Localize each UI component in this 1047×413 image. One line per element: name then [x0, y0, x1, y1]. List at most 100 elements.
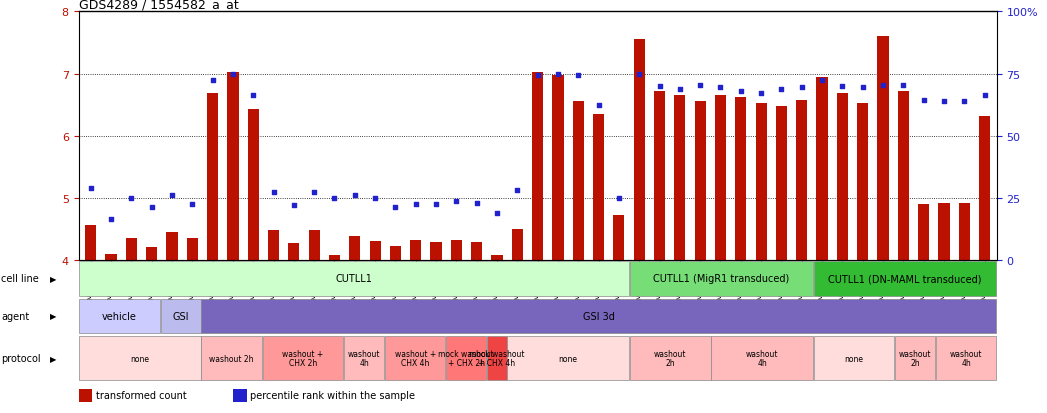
Point [753, 91, 770, 97]
Bar [350, 237, 360, 260]
Text: washout +
CHX 4h: washout + CHX 4h [395, 349, 436, 368]
Text: GSI: GSI [173, 311, 188, 321]
Bar [201, 337, 262, 380]
Bar [837, 94, 848, 260]
Point [773, 87, 789, 93]
Text: ▶: ▶ [50, 274, 57, 283]
Point [366, 195, 383, 202]
Point [874, 82, 891, 89]
Bar [471, 243, 483, 260]
Bar [553, 76, 563, 260]
Text: CUTLL1: CUTLL1 [335, 274, 373, 284]
Bar [79, 262, 629, 296]
Point [529, 72, 545, 79]
Bar [814, 337, 894, 380]
Bar [593, 115, 604, 260]
Bar [512, 229, 522, 260]
Point [245, 93, 262, 100]
Bar [895, 337, 935, 380]
Point [814, 77, 830, 84]
Point [509, 188, 526, 194]
Point [570, 72, 586, 79]
Text: agent: agent [1, 311, 29, 321]
Point [733, 88, 750, 95]
Text: percentile rank within the sample: percentile rank within the sample [250, 390, 416, 401]
Point [692, 82, 709, 89]
Bar [79, 337, 201, 380]
Bar [385, 337, 445, 380]
Bar [630, 262, 812, 296]
Text: washout +
CHX 2h: washout + CHX 2h [283, 349, 324, 368]
Bar [446, 337, 486, 380]
Bar [491, 255, 503, 260]
Bar [207, 94, 218, 260]
Text: vehicle: vehicle [102, 311, 137, 321]
Point [712, 85, 729, 91]
Point [895, 82, 912, 89]
Bar [877, 37, 889, 260]
Text: mock washout
+ CHX 4h: mock washout + CHX 4h [469, 349, 525, 368]
Point [103, 216, 119, 223]
Bar [248, 109, 259, 260]
Point [204, 77, 221, 84]
Bar [268, 230, 280, 260]
Bar [712, 337, 812, 380]
Text: CUTLL1 (DN-MAML transduced): CUTLL1 (DN-MAML transduced) [828, 274, 982, 284]
Text: ▶: ▶ [50, 354, 57, 363]
Text: GSI 3d: GSI 3d [583, 311, 615, 321]
Point [427, 201, 444, 208]
Bar [674, 96, 686, 260]
Bar [897, 92, 909, 260]
Bar [79, 389, 92, 402]
Point [143, 204, 160, 211]
Bar [147, 248, 157, 260]
Text: CUTLL1 (MigR1 transduced): CUTLL1 (MigR1 transduced) [653, 274, 789, 284]
Point [915, 97, 932, 104]
Text: none: none [559, 354, 578, 363]
Point [936, 99, 953, 106]
Bar [776, 107, 787, 260]
Point [163, 192, 180, 199]
Bar [614, 216, 624, 260]
Point [407, 201, 424, 208]
Point [550, 71, 566, 78]
Bar [715, 96, 726, 260]
Point [83, 186, 99, 192]
Bar [186, 239, 198, 260]
Point [265, 189, 282, 195]
Bar [85, 225, 96, 260]
Bar [817, 78, 827, 260]
Bar [487, 337, 507, 380]
Point [347, 192, 363, 199]
Bar [936, 337, 997, 380]
Bar [329, 255, 340, 260]
Point [794, 85, 810, 91]
Bar [166, 232, 178, 260]
Bar [959, 203, 970, 260]
Point [651, 83, 668, 90]
Bar [756, 104, 766, 260]
Point [956, 99, 973, 106]
Text: GDS4289 / 1554582_a_at: GDS4289 / 1554582_a_at [79, 0, 239, 11]
Point [854, 85, 871, 91]
Bar [508, 337, 629, 380]
Text: washout
4h: washout 4h [348, 349, 380, 368]
Bar [938, 203, 950, 260]
Point [976, 93, 993, 100]
Point [122, 195, 139, 202]
Bar [796, 100, 807, 260]
Bar [979, 116, 990, 260]
Point [184, 201, 201, 208]
Point [306, 189, 322, 195]
Point [286, 202, 303, 209]
Bar [126, 239, 137, 260]
Text: washout
4h: washout 4h [745, 349, 778, 368]
Text: mock washout
+ CHX 2h: mock washout + CHX 2h [439, 349, 494, 368]
Text: washout
4h: washout 4h [950, 349, 982, 368]
Point [591, 102, 607, 109]
Text: washout 2h: washout 2h [209, 354, 253, 363]
Text: cell line: cell line [1, 274, 39, 284]
Bar [79, 299, 160, 333]
Bar [309, 230, 319, 260]
Point [448, 198, 465, 205]
